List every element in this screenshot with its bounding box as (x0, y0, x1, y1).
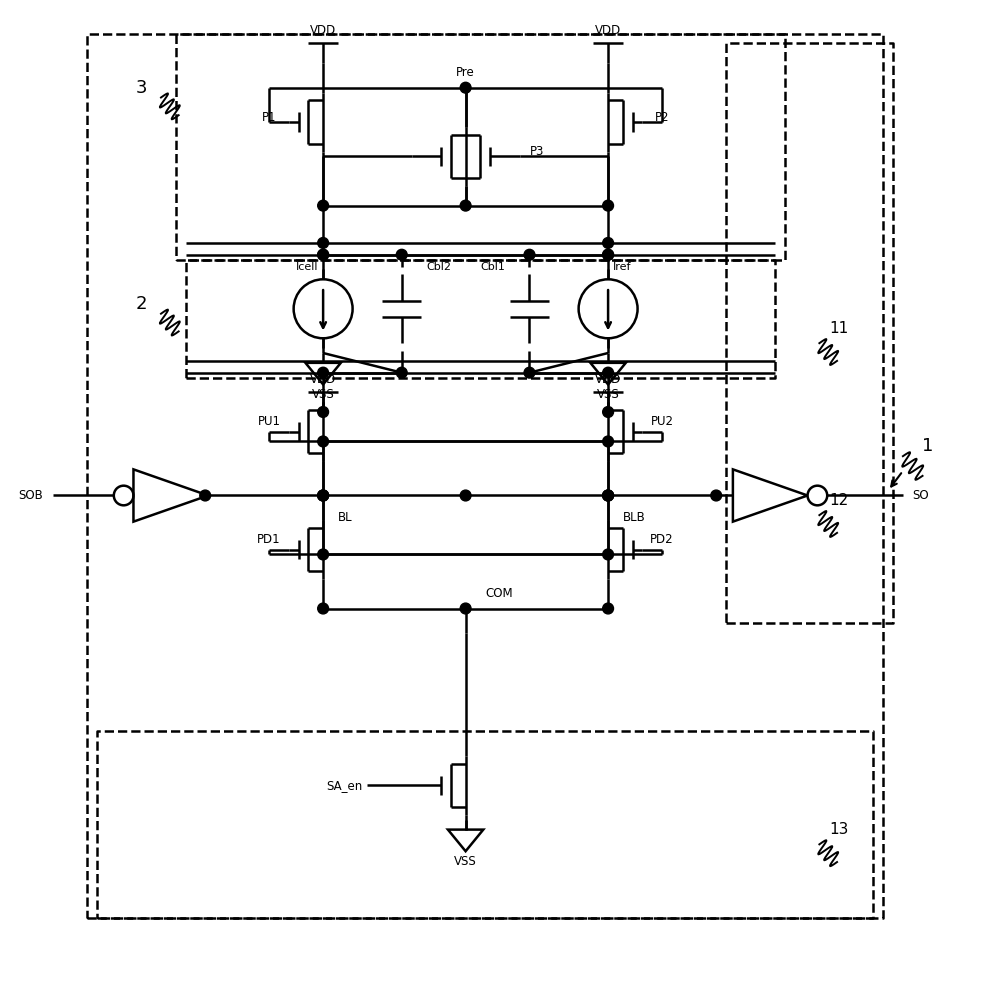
Text: VDD: VDD (310, 24, 336, 38)
Circle shape (460, 491, 471, 500)
Circle shape (603, 250, 613, 261)
Text: 1: 1 (922, 437, 933, 456)
Text: PU2: PU2 (651, 415, 674, 428)
Text: Cbl1: Cbl1 (480, 262, 505, 272)
Text: 12: 12 (829, 493, 849, 508)
Circle shape (396, 368, 407, 379)
Circle shape (603, 549, 613, 560)
Text: VSS: VSS (312, 387, 334, 400)
Circle shape (603, 491, 613, 500)
Circle shape (318, 491, 329, 500)
Text: VDD: VDD (310, 373, 336, 386)
Circle shape (603, 250, 613, 261)
Circle shape (318, 200, 329, 211)
Text: 2: 2 (136, 295, 147, 313)
Text: Cbl2: Cbl2 (426, 262, 451, 272)
Circle shape (318, 491, 329, 500)
Text: P3: P3 (529, 145, 544, 159)
Text: BLB: BLB (623, 510, 646, 523)
Circle shape (603, 491, 613, 500)
Text: SA_en: SA_en (326, 779, 362, 792)
Circle shape (603, 604, 613, 613)
Text: Pre: Pre (456, 66, 475, 79)
Text: BL: BL (338, 510, 352, 523)
Circle shape (200, 491, 211, 500)
Text: 11: 11 (829, 321, 849, 336)
Circle shape (396, 250, 407, 261)
Text: 13: 13 (829, 823, 849, 837)
Text: SOB: SOB (18, 489, 43, 502)
Circle shape (318, 368, 329, 379)
Circle shape (603, 436, 613, 447)
Text: Icell: Icell (296, 262, 318, 272)
Circle shape (318, 549, 329, 560)
Text: P2: P2 (655, 111, 669, 124)
Text: VDD: VDD (595, 24, 621, 38)
Circle shape (524, 250, 535, 261)
Circle shape (603, 368, 613, 379)
Circle shape (460, 200, 471, 211)
Text: Iref: Iref (613, 262, 632, 272)
Circle shape (524, 368, 535, 379)
Text: COM: COM (485, 588, 513, 601)
Circle shape (711, 491, 722, 500)
Text: 3: 3 (136, 78, 147, 97)
Circle shape (603, 238, 613, 249)
Text: SO: SO (913, 489, 929, 502)
Circle shape (318, 238, 329, 249)
Text: P1: P1 (262, 111, 276, 124)
Text: VSS: VSS (454, 854, 477, 867)
Circle shape (318, 250, 329, 261)
Text: PD2: PD2 (650, 533, 674, 546)
Circle shape (318, 436, 329, 447)
Circle shape (318, 250, 329, 261)
Circle shape (318, 604, 329, 613)
Text: PD1: PD1 (257, 533, 281, 546)
Text: PU1: PU1 (258, 415, 281, 428)
Circle shape (460, 82, 471, 93)
Circle shape (603, 200, 613, 211)
Text: VDD: VDD (595, 373, 621, 386)
Circle shape (603, 406, 613, 417)
Circle shape (603, 491, 613, 500)
Circle shape (318, 406, 329, 417)
Text: VSS: VSS (597, 387, 619, 400)
Circle shape (460, 604, 471, 613)
Circle shape (318, 491, 329, 500)
